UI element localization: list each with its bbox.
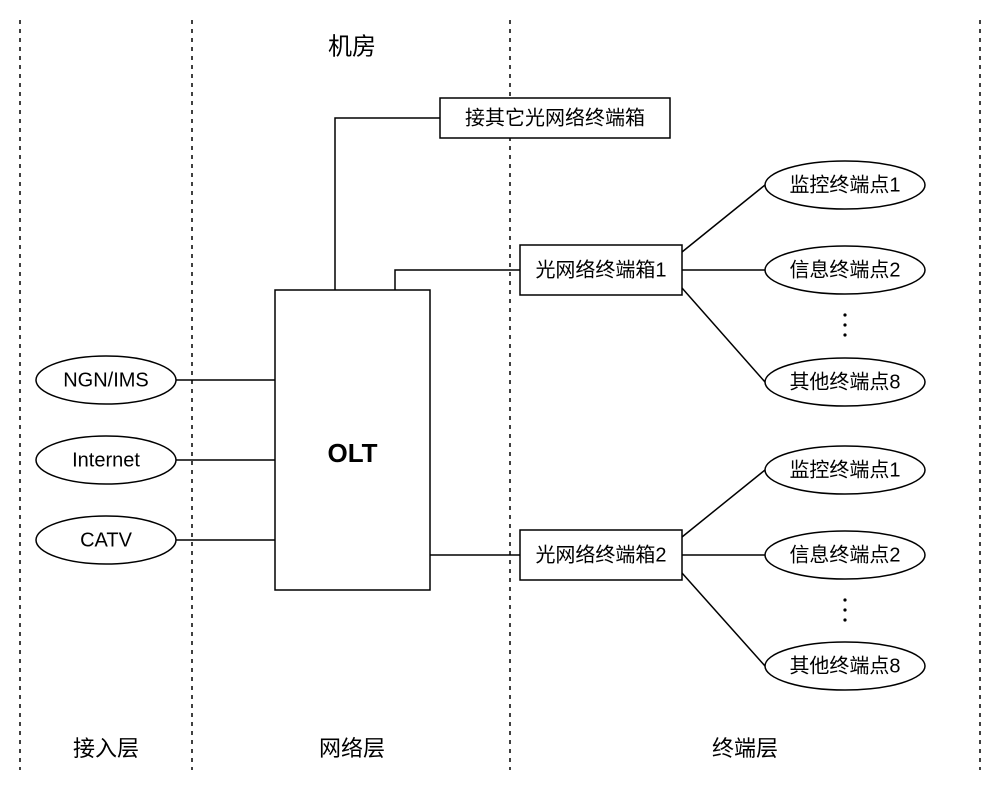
terminal-box-label-tb1: 光网络终端箱1 (535, 258, 666, 281)
ellipsis-dot-0-2 (843, 333, 846, 336)
endpoint-label-0-2: 其他终端点8 (789, 370, 900, 393)
access-node-label-ngn: NGN/IMS (63, 369, 149, 391)
other-network-box-label: 接其它光网络终端箱 (465, 106, 645, 129)
terminal-box-label-tb2: 光网络终端箱2 (535, 543, 666, 566)
access-node-label-catv: CATV (80, 529, 133, 551)
ellipsis-dot-1-1 (843, 608, 846, 611)
ellipsis-dot-1-2 (843, 618, 846, 621)
endpoint-label-1-0: 监控终端点1 (789, 458, 900, 481)
diagram-canvas: 机房接入层 网络层 终端层 NGN/IMS Internet CATV OLT 接其它光网络终… (0, 0, 1000, 799)
conn-tb1-ep-0 (682, 185, 765, 252)
ellipsis-dot-0-1 (843, 323, 846, 326)
endpoint-label-1-1: 信息终端点2 (789, 543, 900, 566)
conn-olt-other (335, 118, 440, 290)
conn-olt-tb1 (395, 270, 520, 290)
endpoint-label-1-2: 其他终端点8 (789, 654, 900, 677)
endpoint-label-0-1: 信息终端点2 (789, 258, 900, 281)
conn-tb2-ep-0 (682, 470, 765, 537)
conn-tb2-ep-2 (682, 573, 765, 666)
ellipsis-dot-1-0 (843, 598, 846, 601)
endpoint-label-0-0: 监控终端点1 (789, 173, 900, 196)
footer-label-2: 终端层 (712, 736, 778, 761)
footer-label-1: 网络层 (319, 736, 385, 761)
olt-label: OLT (327, 438, 377, 468)
conn-tb1-ep-2 (682, 288, 765, 382)
ellipsis-dot-0-0 (843, 313, 846, 316)
footer-label-0: 接入层 (73, 736, 139, 761)
access-node-label-internet: Internet (72, 449, 140, 471)
header-label: 机房 (328, 33, 376, 60)
